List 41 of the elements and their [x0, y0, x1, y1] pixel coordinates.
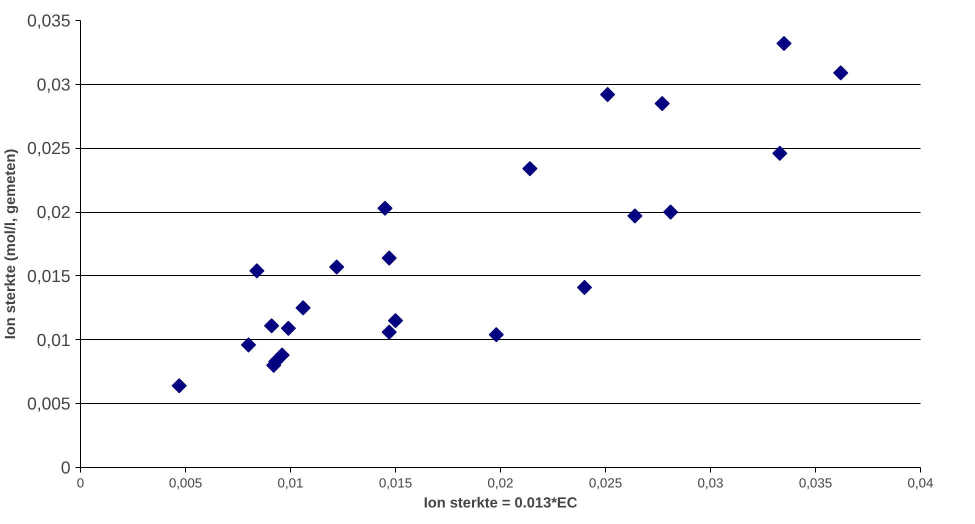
point	[240, 337, 256, 352]
point	[172, 378, 187, 394]
x-tick-label: 0,015	[378, 476, 412, 490]
x-tick-label: 0,025	[588, 476, 622, 490]
y-tick-label: 0,03	[36, 74, 71, 94]
point	[296, 300, 311, 316]
y-tick-label: 0,005	[27, 394, 71, 414]
point	[833, 65, 848, 80]
point	[388, 313, 404, 328]
point	[663, 204, 678, 220]
point	[627, 208, 642, 224]
y-tick-label: 0	[60, 458, 71, 478]
y-tick-label: 0,035	[27, 10, 71, 30]
y-tick-label: 0,02	[36, 202, 71, 222]
point	[772, 146, 788, 161]
y-tick-label: 0,01	[36, 330, 71, 350]
point	[264, 318, 280, 334]
x-axis-title: Ion sterkte = 0.013*EC	[424, 496, 578, 512]
point	[280, 320, 296, 336]
point	[654, 96, 670, 112]
x-tick-label: 0,04	[908, 476, 934, 490]
point	[776, 36, 792, 52]
point	[382, 250, 397, 266]
x-tick-label: 0,03	[698, 476, 724, 490]
point	[377, 200, 393, 216]
point	[274, 348, 290, 363]
x-tick-label: 0,035	[798, 476, 832, 490]
x-tick-label: 0,01	[278, 476, 304, 490]
y-tick-label: 0,025	[27, 138, 71, 158]
point	[249, 263, 264, 278]
point	[600, 87, 616, 102]
x-tick-label: 0,005	[168, 476, 202, 490]
point	[382, 324, 397, 340]
point	[522, 161, 538, 176]
point	[488, 327, 504, 342]
y-tick-label: 0,015	[27, 266, 71, 286]
x-tick-label: 0,02	[488, 476, 514, 490]
y-axis-title: Ion sterkte (mol/l, gemeten)	[3, 148, 20, 340]
point	[329, 259, 344, 275]
point	[576, 280, 592, 295]
x-tick-label: 0	[76, 476, 84, 490]
